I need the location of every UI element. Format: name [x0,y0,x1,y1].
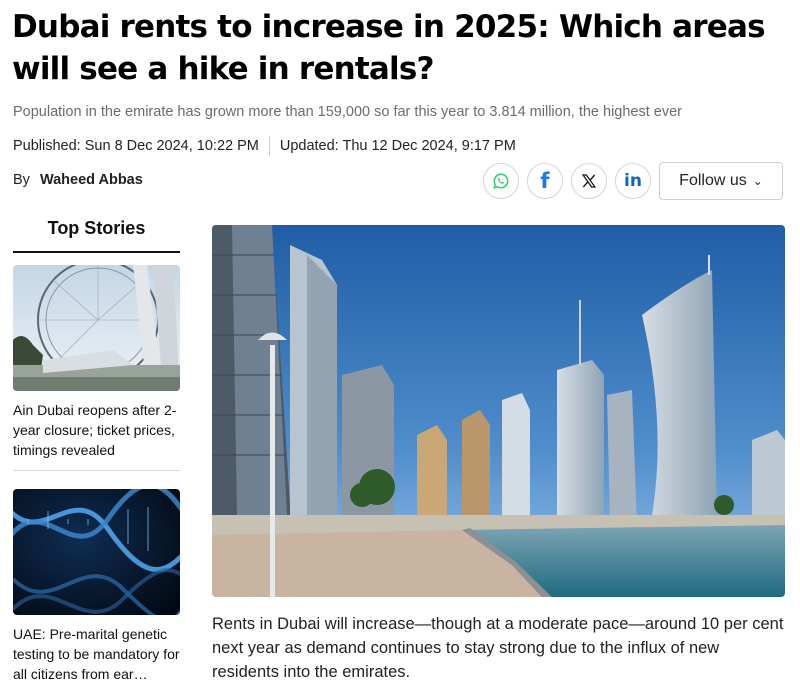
updated-date: Updated: Thu 12 Dec 2024, 9:17 PM [279,138,516,154]
follow-us-label: Follow us [679,172,747,189]
article-headline: Dubai rents to increase in 2025: Which a… [12,9,766,87]
byline: By Waheed Abbas [13,172,143,188]
story-caption[interactable]: Ain Dubai reopens after 2-year closure; … [13,402,177,458]
x-icon [581,174,597,188]
article-dates: Published: Sun 8 Dec 2024, 10:22 PM Upda… [13,136,516,156]
story-card[interactable]: Ain Dubai reopens after 2-year closure; … [13,265,180,471]
follow-us-button[interactable]: Follow us ⌄ [659,162,783,200]
story-divider [13,470,180,471]
share-bar: f in Follow us ⌄ [483,162,783,200]
linkedin-share-button[interactable]: in [615,163,651,199]
article-subhead: Population in the emirate has grown more… [13,104,683,120]
x-share-button[interactable] [571,163,607,199]
byline-label: By [13,172,30,188]
ferris-wheel-image[interactable] [13,265,180,391]
date-divider [268,136,270,156]
dubai-marina-hero-image [212,225,785,597]
top-stories-title: Top Stories [13,218,180,253]
top-stories-sidebar: Top Stories Ain Dubai reopens after [13,218,180,694]
facebook-icon: f [540,169,550,193]
story-caption[interactable]: UAE: Pre-marital genetic testing to be m… [13,626,180,682]
author-name[interactable]: Waheed Abbas [39,172,143,188]
dna-image[interactable] [13,489,180,615]
story-card[interactable]: UAE: Pre-marital genetic testing to be m… [13,489,180,694]
linkedin-icon: in [624,171,642,191]
article-lead-paragraph: Rents in Dubai will increase—though at a… [212,615,784,681]
whatsapp-icon [493,173,509,189]
chevron-down-icon: ⌄ [752,174,763,188]
whatsapp-share-button[interactable] [483,163,519,199]
facebook-share-button[interactable]: f [527,163,563,199]
published-date: Published: Sun 8 Dec 2024, 10:22 PM [13,138,259,154]
